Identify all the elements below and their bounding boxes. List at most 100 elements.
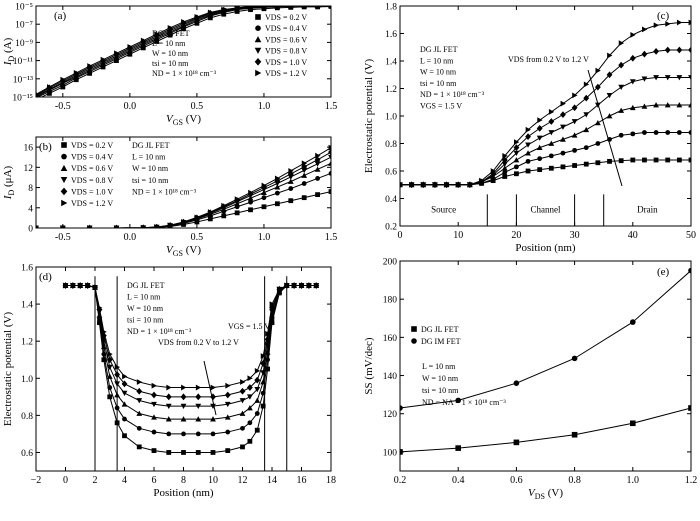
data-point	[328, 154, 331, 161]
annotation: W = 10 nm	[422, 374, 459, 383]
data-point	[560, 164, 566, 170]
data-point	[513, 380, 520, 386]
legend-label: DG JL FET	[421, 325, 459, 334]
y-axis-label: SS (mV/dec)	[363, 337, 375, 394]
x-axis-label: VGS (V)	[166, 244, 201, 258]
data-point	[101, 329, 107, 335]
data-point	[676, 157, 682, 163]
data-point	[181, 19, 187, 25]
data-point	[234, 196, 241, 203]
annotation: L = 10 nm	[132, 153, 166, 162]
data-point	[301, 195, 307, 201]
x-tick-label: 10	[453, 230, 463, 241]
data-point	[122, 416, 127, 422]
data-point	[525, 133, 531, 141]
data-point	[583, 81, 590, 88]
annotation: tsi = 10 nm	[127, 316, 164, 325]
panel-c: 0 10 20 30 40 50 0.2 0.4 0.6 0.8 1.0 1.2 1.4 1.6 1.8 Po…	[363, 3, 696, 255]
data-point	[151, 414, 157, 420]
y-tick-label: 10⁻¹⁵	[12, 94, 33, 104]
data-point	[151, 382, 157, 389]
data-point	[210, 450, 216, 455]
data-point	[400, 449, 403, 455]
data-point	[514, 164, 519, 170]
data-point	[195, 450, 201, 455]
data-point	[313, 282, 320, 289]
data-point	[537, 156, 543, 162]
data-point	[314, 161, 321, 167]
data-point	[224, 414, 231, 420]
data-point	[265, 366, 270, 372]
data-point	[642, 26, 648, 33]
data-point	[455, 181, 462, 188]
y-tick-label: 0.6	[385, 168, 397, 178]
data-point	[195, 416, 202, 422]
data-point	[299, 282, 305, 289]
x-tick-label: 40	[628, 230, 638, 241]
x-tick-label: 1.2	[685, 475, 698, 486]
data-point	[560, 136, 566, 142]
legend-label: DG IM FET	[421, 337, 461, 346]
annotation: tsi = 10 nm	[152, 59, 189, 68]
data-point	[151, 448, 157, 453]
data-point	[240, 379, 246, 385]
data-point	[301, 167, 308, 174]
annotation: DG JL FET	[152, 29, 190, 38]
data-point	[444, 181, 450, 188]
data-point	[315, 152, 321, 159]
y-tick-label: 100	[383, 448, 398, 458]
panel-label: (e)	[657, 266, 670, 278]
data-point	[114, 371, 121, 378]
data-point	[607, 158, 612, 164]
data-point	[502, 152, 508, 159]
panel-d: −2 0 2 4 6 8 10 12 14 16 18 0.6 0.8 1.0 1.2 1.4 1.6 Posit…	[2, 264, 336, 500]
x-tick-label: 1.5	[325, 232, 338, 243]
annotation: L = 10 nm	[420, 56, 454, 65]
data-point	[618, 84, 625, 91]
data-point	[642, 157, 647, 163]
region-label: Source	[431, 204, 456, 214]
region-label: Channel	[531, 204, 561, 214]
y-tick-label: 1.4	[385, 58, 397, 68]
data-point	[688, 267, 691, 274]
data-point	[630, 157, 636, 163]
data-point	[571, 431, 578, 438]
data-point	[166, 450, 172, 455]
y-tick-label: 1.2	[21, 338, 33, 348]
data-point	[548, 118, 555, 125]
data-point	[314, 166, 321, 172]
annotation: L = 10 nm	[152, 39, 186, 48]
data-point	[87, 225, 93, 228]
data-point	[513, 150, 520, 157]
annotation: tsi = 10 nm	[132, 176, 169, 185]
annotation: tsi = 10 nm	[422, 386, 459, 395]
data-point	[181, 384, 187, 391]
data-point	[127, 44, 133, 50]
x-axis-label: VDS (V)	[528, 487, 563, 501]
y-tick-label: 10⁻⁵	[15, 3, 33, 13]
data-point	[455, 397, 462, 404]
y-tick-label: 1.6	[21, 264, 33, 274]
data-point	[572, 92, 578, 99]
data-point	[315, 176, 320, 181]
x-tick-label: 0.4	[452, 475, 465, 486]
legend-label: VDS = 1.2 V	[265, 69, 307, 78]
data-point	[85, 282, 91, 289]
data-point	[595, 141, 601, 146]
data-point	[195, 431, 201, 437]
data-point	[583, 112, 590, 118]
data-point	[274, 184, 281, 190]
x-tick-label: 1.0	[258, 232, 271, 243]
data-point	[618, 40, 625, 47]
legend-marker	[60, 164, 68, 171]
data-point	[583, 94, 590, 102]
data-point	[571, 132, 578, 138]
data-point	[537, 117, 543, 124]
data-point	[180, 393, 187, 401]
data-point	[595, 67, 601, 74]
data-point	[642, 130, 647, 135]
y-tick-label: 1.6	[385, 30, 397, 40]
data-point	[301, 160, 308, 167]
data-point	[641, 50, 648, 58]
data-point	[195, 384, 202, 391]
